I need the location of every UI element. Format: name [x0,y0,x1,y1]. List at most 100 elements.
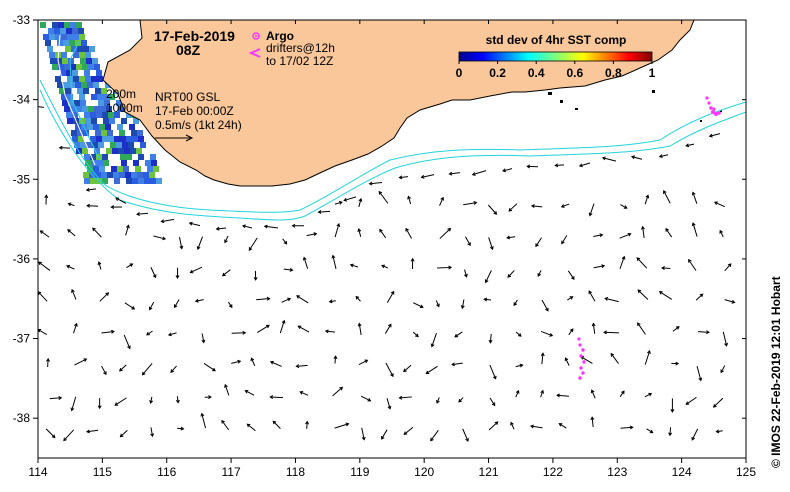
current-arrow [708,133,721,138]
current-arrow [221,269,231,277]
sst-pixel [55,76,61,82]
current-arrow [334,200,343,205]
current-arrow [540,352,545,365]
current-arrow [272,420,281,430]
current-arrow [378,190,389,204]
sst-pixel [69,40,75,46]
current-arrow [603,330,619,335]
colorbar-tick-label: 1 [649,66,656,80]
current-arrow [250,357,256,367]
current-arrow [136,212,149,216]
current-arrow [488,237,494,251]
sst-pixel [97,76,103,82]
current-arrow [483,297,492,302]
current-arrow [439,227,452,239]
contour-extra [69,39,101,161]
x-tick-label: 123 [607,465,627,479]
current-arrow [282,238,288,245]
current-arrow [398,395,412,400]
sst-pixel [108,112,114,118]
current-arrow [328,299,336,304]
island [720,110,722,112]
current-arrow [297,325,310,333]
depth-label-200m: 200m [106,87,136,101]
current-arrow [590,389,596,399]
current-arrow [620,425,634,430]
current-arrow [114,397,127,406]
sst-pixel [40,22,46,28]
sst-pixel [118,106,124,112]
current-arrow [150,267,157,279]
sst-pixel [109,118,115,124]
sst-pixel [79,76,85,82]
sst-pixel [98,142,104,148]
sst-pixel [87,124,93,130]
drifters-label-line2: to 17/02 12Z [266,54,333,68]
current-arrow [46,357,50,367]
sst-pixel [81,40,87,46]
sst-pixel [85,160,91,166]
model-time: 17-Feb 00:00Z [155,104,234,118]
current-arrow [381,264,389,269]
sst-pixel [155,172,161,178]
current-arrow [119,430,128,438]
sst-pixel [86,142,92,148]
sst-pixel [69,82,75,88]
sst-pixel [150,154,156,160]
island [700,120,702,122]
sst-pixel [90,70,96,76]
current-arrow [670,398,675,413]
sst-pixel [61,34,67,40]
sst-pixel [100,106,106,112]
sst-pixel [95,88,101,94]
current-arrow [188,221,201,227]
sst-pixel [138,154,144,160]
sst-pixel [129,124,135,130]
x-tick-label: 118 [286,465,305,479]
contour-200m [39,79,746,213]
sst-pixel [76,106,82,112]
current-arrow [343,196,357,202]
sst-pixel [114,112,120,118]
sst-pixel [71,130,77,136]
sst-pixel [92,58,98,64]
drifters-label-line1: drifters@12h [266,41,335,55]
sst-pixel [58,22,64,28]
sst-pixel [78,112,84,118]
current-arrow [471,170,487,176]
sst-pixel [98,100,104,106]
sst-pixel [102,112,108,118]
sst-pixel [91,76,97,82]
sst-pixel [135,166,141,172]
sst-pixel [84,70,90,76]
sst-pixel [71,46,77,52]
sst-pixel [149,172,155,178]
current-arrow [355,295,361,302]
sst-pixel [132,178,138,184]
contour-extra [57,34,96,166]
sst-pixel [68,100,74,106]
sst-pixel [75,82,81,88]
sst-pixel [77,46,83,52]
current-arrow [334,422,350,429]
current-arrow [332,386,344,397]
sst-pixel [67,94,73,100]
sst-pixel [66,112,72,118]
sst-pixel [82,106,88,112]
current-arrow [231,330,247,335]
current-arrow [489,364,497,380]
current-arrow [619,255,626,270]
sst-pixel [121,118,127,124]
current-arrow [604,296,619,303]
sst-pixel [101,172,107,178]
current-arrow [283,267,294,272]
current-arrow [567,296,574,301]
current-arrow [564,357,570,366]
x-tick-label: 119 [350,465,369,479]
current-arrow [637,289,649,300]
sst-pixel [84,178,90,184]
sst-pixel [121,160,127,166]
island [560,100,563,103]
colorbar-ticks: 0 0.2 0.4 0.6 0.8 1 [456,61,656,80]
current-arrow [194,298,204,303]
